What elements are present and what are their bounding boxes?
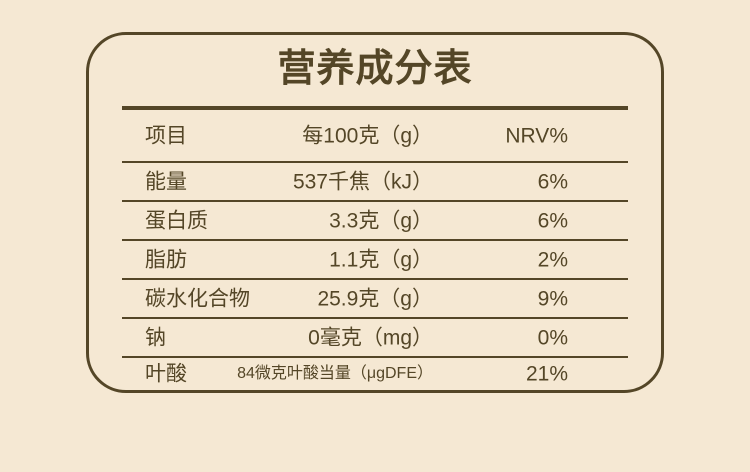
nutrition-facts-frame: 营养成分表 项目 每100克（g） NRV% 能量 537千焦（kJ） 6% 蛋… — [86, 32, 664, 393]
row-nrv: 0% — [537, 326, 568, 349]
row-label: 碳水化合物 — [145, 287, 250, 310]
row-amount: 3.3克（g） — [329, 209, 433, 232]
row-nrv: 6% — [537, 170, 568, 193]
row-divider — [122, 317, 628, 319]
row-amount: 25.9克（g） — [317, 287, 433, 310]
table-row-sodium: 钠 0毫克（mg） 0% — [122, 319, 628, 356]
row-divider — [122, 239, 628, 241]
panel-title: 营养成分表 — [277, 48, 473, 90]
nutrition-table: 项目 每100克（g） NRV% 能量 537千焦（kJ） 6% 蛋白质 3.3… — [122, 106, 628, 390]
table-row-protein: 蛋白质 3.3克（g） 6% — [122, 202, 628, 239]
header-nrv-label: NRV% — [505, 124, 568, 147]
header-amount-label: 每100克（g） — [302, 124, 433, 147]
row-nrv: 21% — [525, 362, 568, 386]
row-divider — [122, 200, 628, 202]
row-label: 脂肪 — [145, 248, 187, 271]
row-label: 蛋白质 — [145, 209, 208, 232]
table-row-fat: 脂肪 1.1克（g） 2% — [122, 241, 628, 278]
row-label: 钠 — [145, 326, 166, 349]
row-nrv: 6% — [537, 209, 568, 232]
row-nrv: 9% — [537, 287, 568, 310]
row-amount: 1.1克（g） — [329, 248, 433, 271]
row-amount: 84微克叶酸当量（μgDFE） — [237, 365, 433, 382]
table-row-carbohydrate: 碳水化合物 25.9克（g） 9% — [122, 280, 628, 317]
header-item-label: 项目 — [145, 124, 187, 147]
row-divider — [122, 356, 628, 358]
row-nrv: 2% — [537, 248, 568, 271]
row-label: 能量 — [145, 170, 187, 193]
table-top-rule — [122, 106, 628, 110]
row-amount: 0毫克（mg） — [308, 326, 433, 349]
table-row-folic-acid: 叶酸 84微克叶酸当量（μgDFE） 21% — [122, 358, 628, 390]
table-header-row: 项目 每100克（g） NRV% — [122, 110, 628, 161]
row-amount: 537千焦（kJ） — [292, 170, 433, 193]
table-row-energy: 能量 537千焦（kJ） 6% — [122, 163, 628, 200]
row-label: 叶酸 — [145, 362, 187, 386]
row-divider — [122, 278, 628, 280]
row-divider — [122, 161, 628, 163]
